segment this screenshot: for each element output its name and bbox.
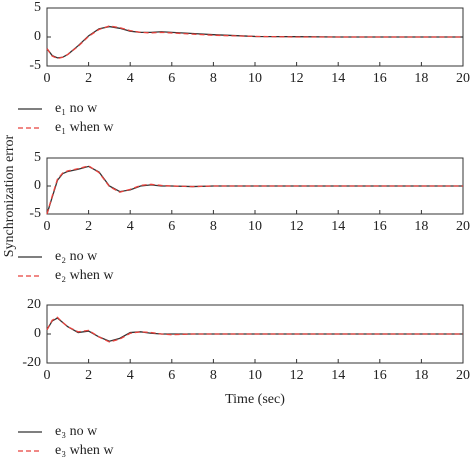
x-tick-label: 16: [373, 71, 387, 86]
y-tick-label: -5: [29, 206, 41, 221]
x-tick-label: 14: [331, 71, 345, 86]
x-tick-label: 10: [248, 71, 262, 86]
y-tick-label: 0: [34, 326, 41, 341]
legend-label: e₁ no w: [55, 101, 98, 116]
x-tick-label: 4: [127, 219, 134, 234]
x-tick-label: 0: [44, 71, 51, 86]
x-tick-label: 6: [168, 368, 175, 383]
y-tick-label: -5: [29, 58, 41, 73]
x-tick-label: 2: [85, 368, 92, 383]
x-tick-label: 10: [248, 219, 262, 234]
x-tick-label: 12: [290, 219, 304, 234]
y-tick-label: 0: [34, 178, 41, 193]
x-tick-label: 4: [127, 368, 134, 383]
x-tick-label: 18: [414, 71, 428, 86]
x-tick-label: 12: [290, 368, 304, 383]
x-tick-label: 20: [456, 71, 470, 86]
y-tick-label: 0: [34, 29, 41, 44]
x-tick-label: 8: [210, 71, 217, 86]
y-tick-label: -20: [22, 355, 41, 370]
series-line: [46, 25, 463, 60]
x-tick-label: 8: [210, 219, 217, 234]
x-tick-label: 18: [414, 368, 428, 383]
legend-label: e₂ when w: [55, 268, 114, 283]
y-tick-label: 5: [34, 150, 41, 165]
legend-label: e₁ when w: [55, 120, 114, 135]
x-tick-label: 16: [373, 368, 387, 383]
x-tick-label: 2: [85, 219, 92, 234]
x-tick-label: 8: [210, 368, 217, 383]
legend-label: e₂ no w: [55, 249, 98, 264]
series-line: [46, 165, 463, 215]
x-tick-label: 6: [168, 71, 175, 86]
series-line: [46, 317, 463, 342]
series-line: [46, 25, 463, 59]
x-tick-label: 0: [44, 219, 51, 234]
y-tick-label: 20: [27, 297, 41, 312]
x-tick-label: 14: [331, 219, 345, 234]
y-axis-label: Synchronization error: [2, 134, 17, 257]
legend-label: e₃ no w: [55, 424, 98, 439]
x-tick-label: 6: [168, 219, 175, 234]
series-line: [46, 165, 463, 215]
x-tick-label: 12: [290, 71, 304, 86]
x-tick-label: 0: [44, 368, 51, 383]
x-tick-label: 18: [414, 219, 428, 234]
x-axis-label: Time (sec): [225, 392, 285, 407]
x-tick-label: 4: [127, 71, 134, 86]
x-tick-label: 10: [248, 368, 262, 383]
x-tick-label: 14: [331, 368, 345, 383]
x-tick-label: 20: [456, 368, 470, 383]
series-line: [46, 316, 463, 343]
x-tick-label: 16: [373, 219, 387, 234]
y-tick-label: 5: [34, 0, 41, 15]
legend-label: e₃ when w: [55, 443, 114, 458]
x-tick-label: 20: [456, 219, 470, 234]
x-tick-label: 2: [85, 71, 92, 86]
